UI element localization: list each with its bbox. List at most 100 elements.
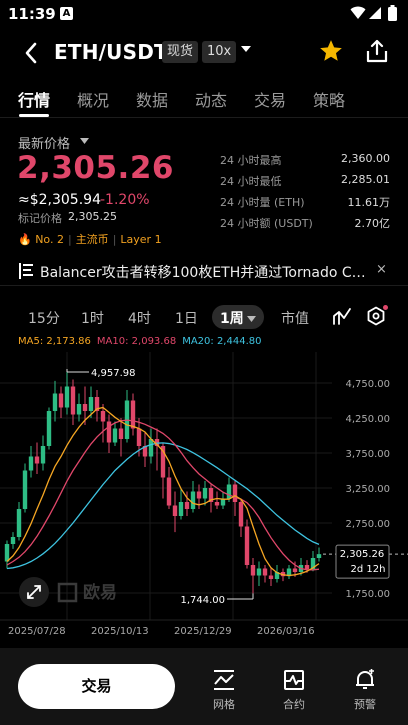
contract-button[interactable]: 合约 bbox=[271, 662, 317, 711]
fullscreen-icon bbox=[27, 585, 41, 599]
candle-body bbox=[244, 526, 250, 565]
interval-1d[interactable]: 1日 bbox=[175, 311, 198, 327]
candle-body bbox=[10, 537, 16, 544]
contract-icon bbox=[284, 670, 304, 690]
mark-price-label: 标记价格 bbox=[18, 212, 62, 225]
y-tick-label: 3,250.00 bbox=[345, 484, 390, 495]
interval-1w[interactable]: 1周 bbox=[212, 305, 264, 329]
candle-body bbox=[268, 575, 274, 579]
stat-row: 24 小时最高 2,360.00 bbox=[220, 152, 390, 167]
candle-body bbox=[196, 491, 202, 499]
candle-body bbox=[202, 488, 208, 499]
leverage-badge: 10x bbox=[202, 41, 237, 63]
candle-body bbox=[16, 509, 22, 537]
news-ticker[interactable]: Balancer攻击者转移100枚ETH并通过Tornado Cash… × bbox=[0, 258, 408, 286]
24h-stats: 24 小时最高 2,360.00 24 小时最低 2,285.01 24 小时量 (… bbox=[220, 152, 390, 236]
y-tick-label: 4,250.00 bbox=[345, 414, 390, 425]
rank-tags: 🔥 No. 2 | 主流币 | Layer 1 bbox=[18, 233, 162, 246]
candle-body bbox=[190, 491, 196, 509]
share-icon[interactable] bbox=[365, 38, 389, 64]
candle-body bbox=[310, 558, 316, 570]
tab-data[interactable]: 数据 bbox=[136, 91, 169, 110]
candle-body bbox=[88, 397, 94, 411]
bottom-action-bar: 交易 网格 合约 预警 bbox=[0, 648, 408, 725]
wifi-icon bbox=[350, 6, 366, 19]
stat-row: 24 小时量 (ETH) 11.61万 bbox=[220, 196, 390, 209]
news-close-button[interactable]: × bbox=[376, 262, 387, 277]
candle-body bbox=[28, 456, 34, 471]
watermark-text: 欧易 bbox=[83, 582, 117, 603]
interval-1h[interactable]: 1时 bbox=[81, 311, 104, 327]
candle-body bbox=[316, 554, 322, 558]
favorite-star-icon[interactable] bbox=[318, 38, 344, 64]
candle-body bbox=[250, 565, 256, 576]
candle-body bbox=[52, 393, 58, 411]
market-type-badge: 现货 bbox=[162, 41, 199, 63]
tag-mainstream[interactable]: 主流币 bbox=[75, 233, 109, 246]
grid-button[interactable]: 网格 bbox=[201, 662, 247, 711]
candle-body bbox=[178, 502, 184, 516]
candle-body bbox=[100, 411, 106, 422]
candle-body bbox=[208, 488, 214, 502]
fire-icon: 🔥 bbox=[18, 233, 32, 246]
news-headline[interactable]: Balancer攻击者转移100枚ETH并通过Tornado Cash… bbox=[40, 265, 366, 281]
candle-body bbox=[262, 568, 268, 576]
back-arrow-icon[interactable] bbox=[20, 40, 44, 66]
x-tick-label: 2025/07/28 bbox=[8, 626, 66, 637]
trade-button[interactable]: 交易 bbox=[18, 664, 175, 709]
candle-body bbox=[82, 404, 88, 411]
header: ETH/USDT 现货 10x bbox=[0, 32, 408, 76]
tab-activity[interactable]: 动态 bbox=[195, 91, 228, 110]
tag-layer1[interactable]: Layer 1 bbox=[120, 233, 162, 246]
candle-body bbox=[106, 421, 112, 443]
candle-body bbox=[148, 439, 154, 457]
candle-body bbox=[4, 544, 10, 562]
candle-body bbox=[64, 386, 70, 408]
pair-dropdown-icon[interactable] bbox=[240, 44, 252, 54]
alert-label: 预警 bbox=[354, 698, 376, 711]
status-bar: 11:39 A bbox=[0, 0, 408, 30]
latest-price-label[interactable]: 最新价格 bbox=[18, 137, 71, 152]
candle-body bbox=[238, 502, 244, 527]
interval-market-cap[interactable]: 市值 bbox=[281, 311, 309, 327]
candle-countdown-label: 2d 12h bbox=[351, 564, 386, 575]
candle-body bbox=[280, 572, 286, 577]
candle-body bbox=[112, 428, 118, 443]
signal-icon bbox=[369, 7, 381, 19]
x-tick-label: 2026/03/16 bbox=[257, 626, 315, 637]
tab-market[interactable]: 行情 bbox=[18, 91, 51, 110]
watermark-logo bbox=[57, 582, 78, 603]
candle-body bbox=[304, 565, 310, 570]
x-tick-label: 2025/10/13 bbox=[91, 626, 149, 637]
battery-icon bbox=[388, 5, 397, 21]
active-tab-indicator bbox=[19, 114, 49, 117]
candle-body bbox=[154, 439, 160, 446]
interval-15m[interactable]: 15分 bbox=[28, 311, 60, 327]
status-time: 11:39 bbox=[8, 5, 56, 23]
candle-body bbox=[46, 411, 52, 446]
alert-button[interactable]: 预警 bbox=[342, 662, 388, 711]
indicator-chart-icon[interactable] bbox=[332, 306, 352, 326]
tab-overview[interactable]: 概况 bbox=[77, 91, 110, 110]
candle-body bbox=[232, 484, 238, 502]
high-price-label: 4,957.98 bbox=[91, 368, 136, 379]
candle-body bbox=[142, 446, 148, 457]
kline-chart[interactable]: 欧易 4,750.00 4,250.00 3,750.00 3,250.00 2,750.… bbox=[0, 352, 408, 642]
chart-settings-icon[interactable] bbox=[366, 306, 386, 326]
current-price-box bbox=[335, 544, 390, 579]
ma10-label: MA10: 2,093.68 bbox=[96, 336, 177, 347]
candle-body bbox=[58, 393, 64, 408]
tab-trade[interactable]: 交易 bbox=[254, 91, 287, 110]
candlestick-chart[interactable]: 欧易 4,750.00 4,250.00 3,750.00 3,250.00 2,750.… bbox=[0, 352, 408, 642]
candle-body bbox=[160, 446, 166, 478]
notification-dot bbox=[383, 305, 388, 310]
candle-body bbox=[76, 404, 82, 415]
interval-4h[interactable]: 4时 bbox=[128, 311, 151, 327]
current-price-label: 2,305.26 bbox=[340, 549, 385, 560]
rank-badge[interactable]: No. 2 bbox=[35, 233, 64, 246]
price-type-dropdown-icon[interactable] bbox=[80, 138, 89, 145]
tab-strategy[interactable]: 策略 bbox=[313, 91, 346, 110]
candle-body bbox=[40, 446, 46, 464]
candle-body bbox=[136, 428, 142, 446]
trading-pair-title[interactable]: ETH/USDT bbox=[54, 40, 168, 64]
